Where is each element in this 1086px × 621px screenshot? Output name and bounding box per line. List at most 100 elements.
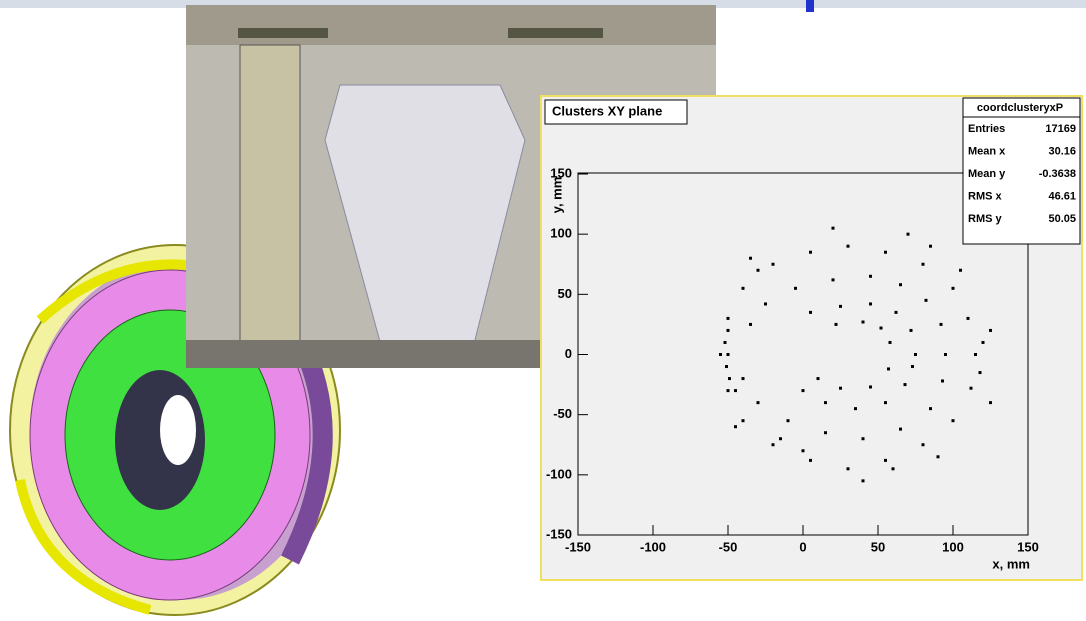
point — [724, 341, 727, 344]
point — [764, 302, 767, 305]
y-tick-label: 100 — [550, 226, 572, 241]
point — [914, 353, 917, 356]
point — [922, 263, 925, 266]
point — [989, 329, 992, 332]
point — [967, 317, 970, 320]
point — [832, 227, 835, 230]
point — [899, 428, 902, 431]
point — [884, 251, 887, 254]
point — [884, 459, 887, 462]
y-tick-label: -150 — [546, 526, 572, 541]
point — [794, 287, 797, 290]
y-axis-label: y, mm — [549, 177, 564, 214]
chart: Clusters XY plane coordclusteryxP x, mm … — [0, 0, 1086, 621]
stats-value: 17169 — [1045, 123, 1076, 135]
point — [904, 383, 907, 386]
point — [899, 283, 902, 286]
point — [809, 311, 812, 314]
point — [835, 323, 838, 326]
point — [824, 431, 827, 434]
stats-value: -0.3638 — [1039, 168, 1076, 180]
point — [727, 389, 730, 392]
point — [779, 437, 782, 440]
point — [940, 323, 943, 326]
point — [742, 419, 745, 422]
point — [847, 467, 850, 470]
point — [727, 353, 730, 356]
point — [895, 311, 898, 314]
point — [959, 269, 962, 272]
point — [970, 387, 973, 390]
x-tick-label: 150 — [1017, 539, 1039, 554]
point — [982, 341, 985, 344]
point — [734, 425, 737, 428]
point — [742, 287, 745, 290]
point — [989, 401, 992, 404]
y-tick-label: 150 — [550, 165, 572, 180]
point — [889, 341, 892, 344]
point — [869, 275, 872, 278]
point — [862, 437, 865, 440]
point — [925, 299, 928, 302]
point — [832, 278, 835, 281]
x-tick-label: -150 — [565, 539, 591, 554]
x-tick-label: -50 — [719, 539, 738, 554]
y-tick-label: -100 — [546, 466, 572, 481]
point — [944, 353, 947, 356]
point — [952, 287, 955, 290]
point — [929, 245, 932, 248]
point — [892, 467, 895, 470]
point — [869, 385, 872, 388]
stats-value: 50.05 — [1048, 213, 1076, 225]
point — [749, 257, 752, 260]
point — [802, 389, 805, 392]
stats-value: 46.61 — [1048, 190, 1076, 202]
stats-label: Mean x — [968, 145, 1006, 157]
point — [974, 353, 977, 356]
x-tick-label: 50 — [871, 539, 885, 554]
point — [887, 367, 890, 370]
point — [880, 327, 883, 330]
point — [929, 407, 932, 410]
point — [749, 323, 752, 326]
point — [824, 401, 827, 404]
point — [937, 455, 940, 458]
stats-label: RMS y — [968, 213, 1003, 225]
point — [817, 377, 820, 380]
point — [922, 443, 925, 446]
x-tick-label: -100 — [640, 539, 666, 554]
point — [869, 302, 872, 305]
point — [911, 365, 914, 368]
point — [757, 269, 760, 272]
slide: Clusters XY plane coordclusteryxP x, mm … — [0, 0, 1086, 621]
point — [847, 245, 850, 248]
point — [952, 419, 955, 422]
point — [910, 329, 913, 332]
point — [854, 407, 857, 410]
point — [727, 317, 730, 320]
stats-label: Mean y — [968, 168, 1006, 180]
point — [787, 419, 790, 422]
point — [839, 387, 842, 390]
point — [742, 377, 745, 380]
point — [719, 353, 722, 356]
point — [772, 443, 775, 446]
point — [757, 401, 760, 404]
point — [809, 251, 812, 254]
x-tick-label: 100 — [942, 539, 964, 554]
point — [907, 233, 910, 236]
y-tick-label: 50 — [558, 286, 572, 301]
x-axis-label: x, mm — [992, 556, 1030, 571]
point — [809, 459, 812, 462]
point — [979, 371, 982, 374]
point — [884, 401, 887, 404]
point — [772, 263, 775, 266]
y-tick-label: -50 — [553, 406, 572, 421]
point — [941, 379, 944, 382]
point — [839, 305, 842, 308]
y-tick-label: 0 — [565, 346, 572, 361]
point — [728, 377, 731, 380]
chart-title: Clusters XY plane — [552, 103, 662, 118]
x-tick-label: 0 — [799, 539, 806, 554]
point — [802, 449, 805, 452]
